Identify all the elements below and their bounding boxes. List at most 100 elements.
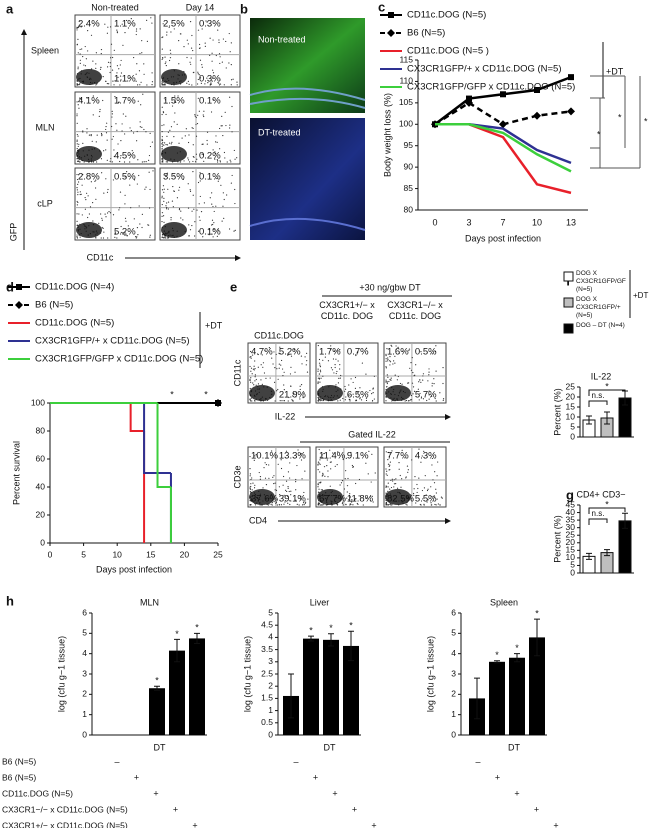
flow-event bbox=[282, 375, 284, 377]
flow-event bbox=[191, 224, 193, 227]
flow-event bbox=[278, 363, 280, 365]
flow-event bbox=[285, 450, 288, 452]
flow-event bbox=[358, 495, 360, 497]
y-tick-label: 1 bbox=[268, 705, 273, 715]
flow-event bbox=[401, 449, 403, 451]
quadrant-percent: 0.7% bbox=[347, 347, 369, 358]
flow-event bbox=[428, 368, 430, 370]
flow-event bbox=[203, 115, 205, 118]
bar bbox=[529, 637, 545, 735]
bar bbox=[509, 657, 525, 735]
flow-event bbox=[162, 36, 164, 38]
flow-event bbox=[203, 160, 205, 162]
flow-event bbox=[130, 17, 132, 20]
flow-event bbox=[321, 475, 323, 477]
flow-event bbox=[405, 503, 407, 505]
flow-event bbox=[217, 29, 219, 31]
y-tick-label: 2 bbox=[451, 689, 456, 699]
flow-event bbox=[385, 451, 387, 453]
flow-event bbox=[191, 210, 193, 212]
y-tick-label: 100 bbox=[399, 119, 413, 129]
flow-event bbox=[319, 381, 321, 383]
flow-event bbox=[347, 477, 349, 480]
flow-event bbox=[87, 50, 89, 52]
flow-event bbox=[273, 482, 275, 485]
treatment-label: +DT bbox=[205, 320, 223, 330]
flow-event bbox=[165, 174, 167, 176]
flow-event bbox=[152, 170, 154, 172]
flow-event bbox=[369, 495, 372, 497]
flow-event bbox=[318, 358, 321, 361]
flow-event bbox=[318, 488, 320, 490]
flow-event bbox=[387, 357, 389, 359]
flow-event bbox=[385, 381, 387, 383]
flow-event bbox=[425, 494, 427, 496]
y-tick-label: 0 bbox=[268, 729, 273, 739]
flow-event bbox=[218, 82, 220, 84]
flow-event bbox=[335, 372, 337, 375]
flow-event bbox=[418, 381, 420, 383]
flow-event bbox=[82, 55, 84, 58]
flow-event bbox=[333, 350, 335, 352]
flow-event bbox=[195, 153, 198, 155]
survival-step bbox=[156, 403, 171, 488]
flow-event bbox=[117, 143, 119, 145]
flow-event bbox=[183, 46, 185, 48]
bar bbox=[343, 645, 359, 735]
flow-event bbox=[101, 219, 103, 221]
flow-event bbox=[254, 484, 256, 486]
flow-event bbox=[422, 498, 424, 500]
flow-event bbox=[252, 382, 254, 384]
flow-event bbox=[349, 400, 351, 402]
flow-event bbox=[149, 236, 151, 238]
flow-event bbox=[228, 228, 231, 230]
flow-event bbox=[129, 76, 131, 79]
flow-event bbox=[430, 502, 432, 504]
flow-event bbox=[76, 26, 78, 28]
flow-event bbox=[76, 237, 79, 239]
flow-event bbox=[135, 28, 138, 30]
flow-event bbox=[254, 455, 256, 457]
flow-event bbox=[219, 127, 221, 130]
flow-event bbox=[330, 468, 332, 470]
flow-event bbox=[442, 399, 444, 401]
flow-event bbox=[219, 148, 221, 150]
error-bar bbox=[586, 415, 592, 425]
flow-event bbox=[385, 400, 387, 402]
x-tick-label: 0 bbox=[432, 217, 437, 227]
flow-event bbox=[339, 399, 341, 401]
quadrant-percent: 39.1% bbox=[279, 494, 306, 505]
flow-event bbox=[295, 499, 297, 501]
flow-event bbox=[120, 231, 122, 234]
flow-event bbox=[262, 362, 265, 364]
flow-event bbox=[281, 400, 283, 402]
flow-event bbox=[163, 197, 165, 199]
flow-event bbox=[92, 202, 94, 204]
flow-event bbox=[218, 84, 221, 86]
flow-event bbox=[395, 483, 397, 485]
flow-event bbox=[219, 83, 222, 85]
flow-event bbox=[121, 130, 123, 132]
flow-event bbox=[148, 171, 150, 173]
flow-event bbox=[78, 83, 80, 86]
series-line bbox=[435, 123, 572, 195]
condition-mark: + bbox=[495, 772, 500, 782]
flow-event bbox=[371, 399, 374, 402]
flow-event bbox=[228, 127, 231, 129]
flow-event bbox=[213, 222, 215, 224]
flow-event bbox=[164, 142, 166, 144]
flow-event bbox=[190, 57, 192, 59]
flow-event bbox=[112, 80, 114, 82]
y-axis-label: Percent (%) bbox=[552, 388, 562, 436]
flow-event bbox=[117, 101, 120, 103]
flow-event bbox=[249, 468, 251, 470]
flow-event bbox=[83, 64, 85, 66]
flow-event bbox=[216, 161, 219, 163]
flow-event bbox=[216, 141, 218, 143]
flow-event bbox=[230, 63, 232, 66]
flow-event bbox=[119, 207, 121, 209]
flow-cluster bbox=[249, 489, 275, 505]
flow-event bbox=[343, 488, 346, 490]
bar bbox=[169, 650, 185, 735]
flow-event bbox=[385, 360, 387, 362]
